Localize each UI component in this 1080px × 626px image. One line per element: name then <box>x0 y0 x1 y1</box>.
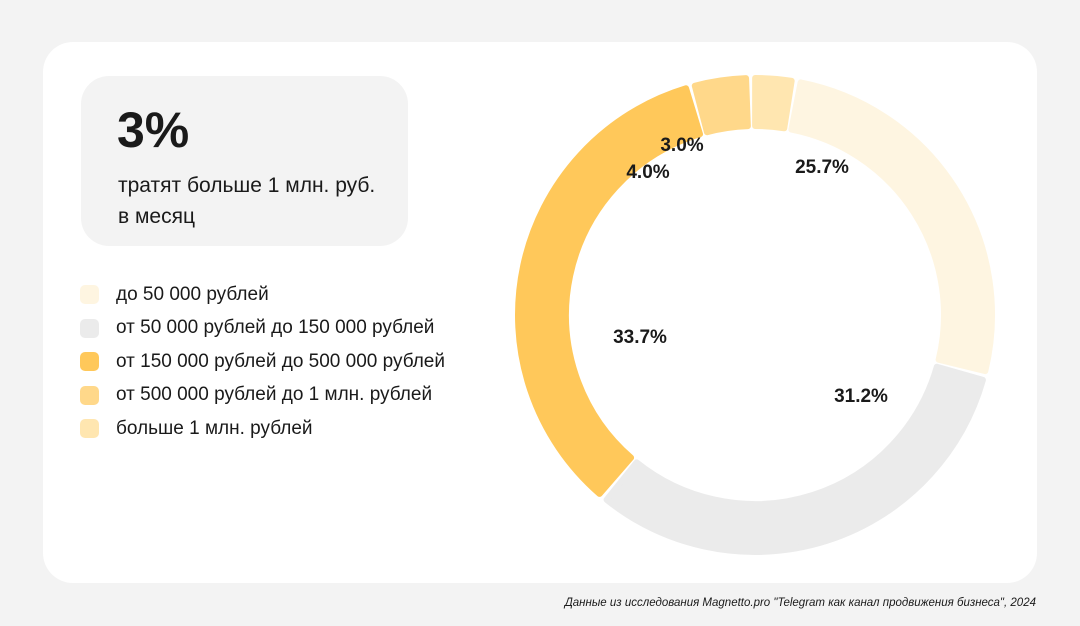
legend-swatch <box>80 419 99 439</box>
stat-caption: тратят больше 1 млн. руб. в месяц <box>118 174 376 228</box>
stat-box <box>81 76 408 246</box>
legend-label: больше 1 млн. рублей <box>116 417 313 439</box>
legend-item-4: больше 1 млн. рублей <box>80 412 445 446</box>
legend-item-2: от 150 000 рублей до 500 000 рублей <box>80 345 445 379</box>
donut-slice-0 <box>788 79 995 375</box>
donut-slice-3 <box>691 75 751 136</box>
stat-value: 3% <box>117 102 190 158</box>
legend-swatch <box>80 285 99 305</box>
legend: до 50 000 рублей от 50 000 рублей до 150… <box>80 278 445 446</box>
legend-item-0: до 50 000 рублей <box>80 278 445 312</box>
legend-swatch <box>80 318 99 338</box>
donut-chart: 25.7% 31.2% 33.7% 4.0% 3.0% <box>515 75 995 555</box>
legend-swatch <box>80 352 99 372</box>
legend-item-3: от 500 000 рублей до 1 млн. рублей <box>80 379 445 413</box>
slice-label-3: 4.0% <box>626 162 669 183</box>
legend-label: от 500 000 рублей до 1 млн. рублей <box>116 384 433 406</box>
legend-label: до 50 000 рублей <box>116 283 269 305</box>
legend-label: от 150 000 рублей до 500 000 рублей <box>116 350 445 372</box>
donut-slice-2 <box>515 85 703 497</box>
legend-item-1: от 50 000 рублей до 150 000 рублей <box>80 312 445 346</box>
donut-slice-1 <box>603 363 986 555</box>
slice-label-4: 3.0% <box>660 135 703 156</box>
source-note: Данные из исследования Magnetto.pro "Tel… <box>564 597 1036 609</box>
donut-slice-4 <box>752 75 795 132</box>
legend-label: от 50 000 рублей до 150 000 рублей <box>116 317 435 339</box>
slice-label-0: 25.7% <box>795 157 849 178</box>
legend-swatch <box>80 385 99 405</box>
slice-label-1: 31.2% <box>834 386 888 407</box>
slice-label-2: 33.7% <box>613 327 667 348</box>
